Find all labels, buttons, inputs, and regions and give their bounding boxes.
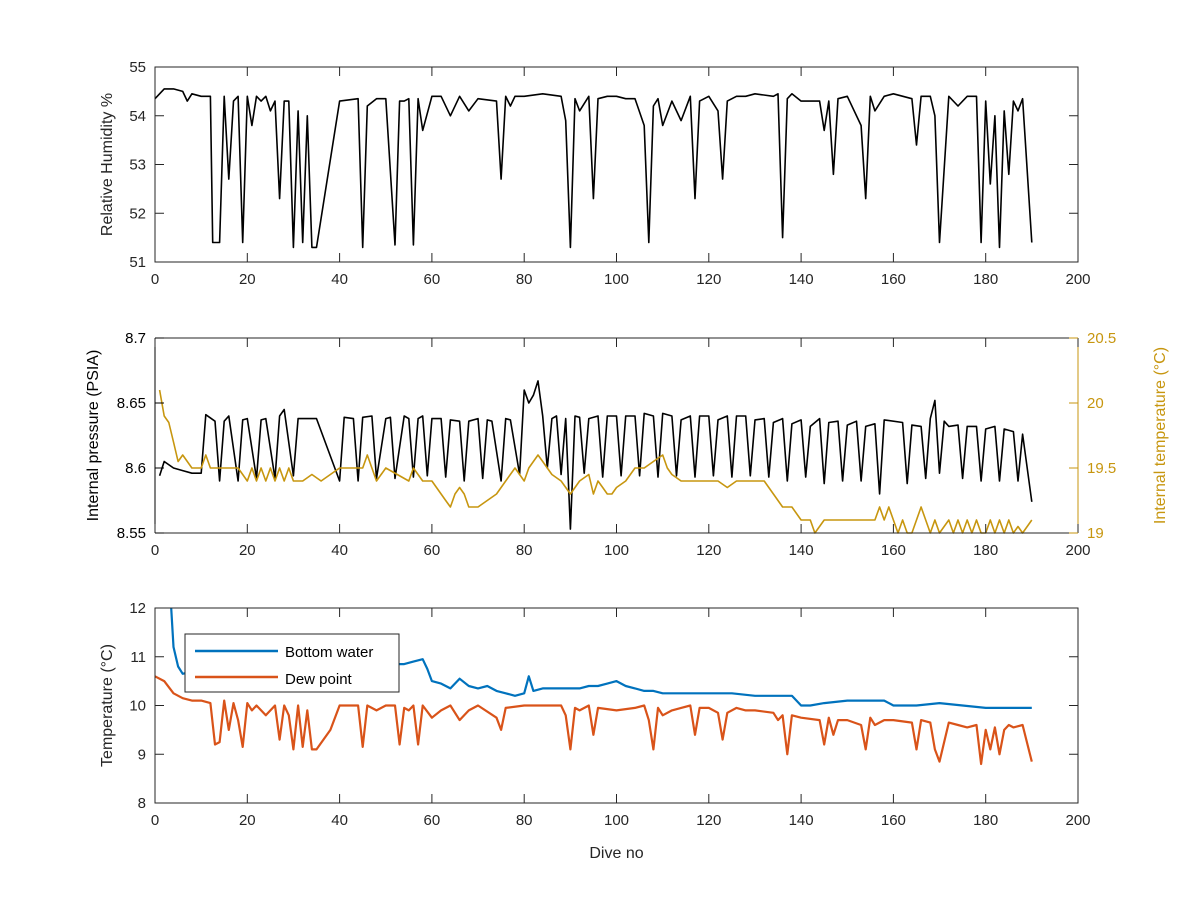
humidity-y-tick-label: 51	[129, 254, 146, 271]
pressure-y-tick-label: 8.55	[117, 525, 146, 542]
humidity-x-tick-label: 120	[696, 271, 721, 288]
humidity-x-tick-label: 200	[1065, 271, 1090, 288]
temperature-y2-tick-label: 19.5	[1087, 460, 1116, 477]
pressure-x-tick-label: 120	[696, 542, 721, 559]
humidity-x-tick-label: 100	[604, 271, 629, 288]
pressure-x-tick-label: 140	[789, 542, 814, 559]
temperature-y-tick-label: 11	[130, 649, 146, 666]
pressure-x-tick-label: 200	[1065, 542, 1090, 559]
temperature-x-tick-label: 140	[789, 812, 814, 829]
temperature-y2-tick-label: 20	[1087, 395, 1104, 412]
temperature-y-tick-label: 12	[129, 600, 146, 617]
pressure-y-tick-label: 8.7	[125, 330, 146, 347]
pressure-temperature-panel: 0 20 40 60 80 100 120 140 160 180 200 8.55 8.6 8.65 8.…	[85, 330, 1169, 559]
temperature-x-tick-label: 160	[881, 812, 906, 829]
temperature-x-tick-label: 200	[1065, 812, 1090, 829]
x-axis-label: Dive no	[589, 845, 643, 862]
humidity-x-tick-label: 160	[881, 271, 906, 288]
temperature-x-tick-label: 100	[604, 812, 629, 829]
temperature-x-tick-label: 180	[973, 812, 998, 829]
pressure-x-tick-label: 100	[604, 542, 629, 559]
temperature-x-tick-label: 60	[424, 812, 441, 829]
humidity-panel: 0 20 40 60 80 100 120 140 160 180 200 51 52 53 54 55 Re…	[99, 59, 1091, 288]
dew-point-line	[154, 675, 1033, 766]
temperature-y-tick-label: 8	[138, 795, 146, 812]
temperature-y2-axis-label: Internal temperature (°C)	[1152, 347, 1169, 524]
pressure-x-tick-label: 80	[516, 542, 533, 559]
temperature-y-axis-label: Temperature (°C)	[99, 644, 116, 767]
humidity-series-0-line	[154, 88, 1033, 249]
legend-label-dew-point: Dew point	[285, 671, 353, 688]
pressure-x-tick-label: 160	[881, 542, 906, 559]
temperature-y2-tick-label: 19	[1087, 525, 1104, 542]
humidity-x-tick-label: 140	[789, 271, 814, 288]
humidity-y-tick-label: 54	[129, 108, 146, 125]
humidity-y-tick-label: 55	[129, 59, 146, 76]
temperature-x-tick-label: 120	[696, 812, 721, 829]
temperature-y-tick-label: 9	[138, 746, 146, 763]
temperature-x-tick-label: 40	[331, 812, 348, 829]
pressure-x-tick-label: 60	[424, 542, 441, 559]
temperature-y-tick-label: 10	[129, 698, 146, 715]
legend-label-bottom-water: Bottom water	[285, 644, 373, 661]
pressure-series-0-line	[158, 380, 1033, 530]
humidity-x-tick-label: 180	[973, 271, 998, 288]
legend-box	[184, 633, 400, 693]
temperature-x-tick-label: 20	[239, 812, 256, 829]
temperature-x-tick-label: 0	[151, 812, 159, 829]
pressure-x-tick-label: 40	[331, 542, 348, 559]
pressure-x-tick-label: 180	[973, 542, 998, 559]
humidity-y-tick-label: 53	[129, 157, 146, 174]
humidity-x-tick-label: 20	[239, 271, 256, 288]
pressure-y-tick-label: 8.65	[117, 395, 146, 412]
temperature-x-tick-label: 80	[516, 812, 533, 829]
humidity-y-tick-label: 52	[129, 205, 146, 222]
humidity-x-tick-label: 60	[424, 271, 441, 288]
humidity-x-tick-label: 80	[516, 271, 533, 288]
pressure-x-tick-label: 0	[151, 542, 159, 559]
humidity-x-tick-label: 40	[331, 271, 348, 288]
temperature-panel: 0 20 40 60 80 100 120 140 160 180 200 8 9 10 11 12 Temp…	[99, 600, 1091, 862]
humidity-x-tick-label: 0	[151, 271, 159, 288]
humidity-y-axis-label: Relative Humidity %	[99, 93, 116, 236]
temperature-y2-tick-label: 20.5	[1087, 330, 1116, 347]
pressure-y-axis-label: Internal pressure (PSIA)	[85, 350, 102, 522]
pressure-series-1-line	[158, 389, 1033, 534]
pressure-y-tick-label: 8.6	[125, 460, 146, 477]
pressure-x-tick-label: 20	[239, 542, 256, 559]
legend: Bottom water Dew point	[184, 633, 400, 693]
